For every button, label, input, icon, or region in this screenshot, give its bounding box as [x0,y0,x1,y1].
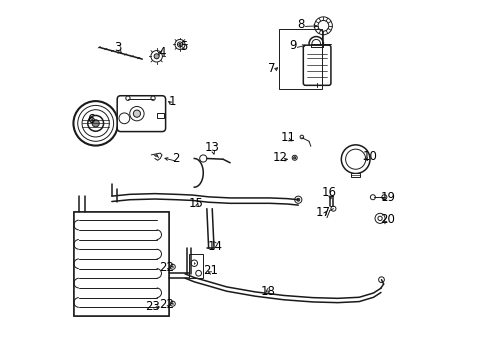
Circle shape [170,264,175,269]
Text: 18: 18 [260,285,275,298]
Text: 1: 1 [169,95,176,108]
Text: 23: 23 [145,300,160,313]
Text: 4: 4 [158,46,165,59]
Bar [278,30,321,89]
Text: 3: 3 [114,41,122,54]
Text: 9: 9 [288,39,296,52]
Text: 22: 22 [159,261,174,274]
Text: 8: 8 [297,18,304,31]
Text: 15: 15 [188,197,203,210]
Text: 10: 10 [362,150,377,163]
Circle shape [154,54,159,59]
FancyBboxPatch shape [117,96,165,132]
Text: 12: 12 [272,151,287,164]
Text: 11: 11 [280,131,295,144]
Text: 2: 2 [172,152,180,165]
Bar [74,212,169,316]
Circle shape [151,96,155,100]
Circle shape [133,110,140,117]
Circle shape [170,301,175,306]
Text: 13: 13 [204,141,219,154]
Text: 7: 7 [267,62,275,75]
Text: 21: 21 [203,264,218,277]
Text: 16: 16 [321,186,336,199]
Circle shape [163,304,166,307]
Bar [74,212,169,316]
Circle shape [293,157,295,159]
Text: 6: 6 [87,113,95,126]
FancyBboxPatch shape [303,45,330,85]
Bar [156,113,163,118]
Text: 22: 22 [159,298,174,311]
Bar [188,254,202,278]
Text: 17: 17 [315,206,330,219]
Text: 20: 20 [379,213,394,226]
Bar [351,173,359,177]
Circle shape [296,198,299,201]
Circle shape [92,120,99,127]
Text: 14: 14 [207,240,222,253]
Circle shape [179,43,181,45]
Text: 5: 5 [180,40,187,53]
Circle shape [125,96,130,100]
Text: 19: 19 [380,191,395,204]
